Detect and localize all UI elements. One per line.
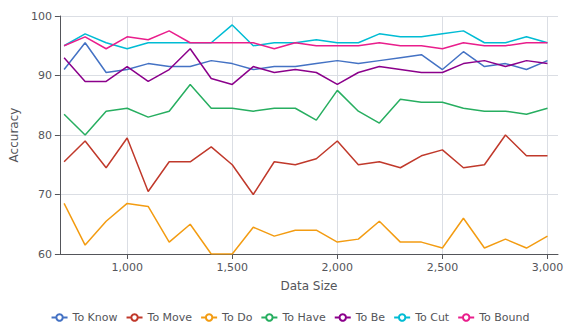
- svg-text:90: 90: [38, 69, 52, 82]
- svg-text:1,500: 1,500: [216, 261, 248, 274]
- svg-text:70: 70: [38, 188, 52, 201]
- svg-text:To Move: To Move: [147, 311, 193, 324]
- svg-text:To Know: To Know: [72, 311, 118, 324]
- svg-text:3,000: 3,000: [532, 261, 564, 274]
- svg-text:80: 80: [38, 129, 52, 142]
- svg-text:To Have: To Have: [281, 311, 326, 324]
- svg-text:Accuracy: Accuracy: [7, 108, 21, 163]
- svg-text:To Bound: To Bound: [478, 311, 529, 324]
- svg-text:To Do: To Do: [221, 311, 253, 324]
- svg-text:60: 60: [38, 248, 52, 261]
- svg-text:Data Size: Data Size: [280, 279, 337, 293]
- svg-text:2,000: 2,000: [322, 261, 354, 274]
- svg-text:To Cut: To Cut: [414, 311, 450, 324]
- svg-text:100: 100: [31, 10, 52, 23]
- svg-text:2,500: 2,500: [427, 261, 459, 274]
- svg-text:To Be: To Be: [355, 311, 386, 324]
- svg-text:1,000: 1,000: [111, 261, 143, 274]
